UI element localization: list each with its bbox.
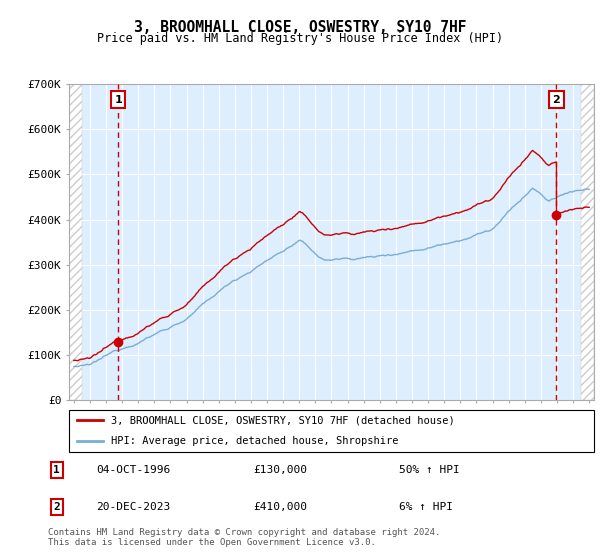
Text: £130,000: £130,000: [253, 465, 307, 475]
Text: Price paid vs. HM Land Registry's House Price Index (HPI): Price paid vs. HM Land Registry's House …: [97, 32, 503, 45]
Text: 50% ↑ HPI: 50% ↑ HPI: [399, 465, 460, 475]
Text: 6% ↑ HPI: 6% ↑ HPI: [399, 502, 453, 512]
Text: 3, BROOMHALL CLOSE, OSWESTRY, SY10 7HF: 3, BROOMHALL CLOSE, OSWESTRY, SY10 7HF: [134, 20, 466, 35]
Text: 04-OCT-1996: 04-OCT-1996: [97, 465, 171, 475]
Text: 2: 2: [53, 502, 60, 512]
Text: £410,000: £410,000: [253, 502, 307, 512]
Bar: [581, 84, 594, 400]
Text: 20-DEC-2023: 20-DEC-2023: [97, 502, 171, 512]
Text: 3, BROOMHALL CLOSE, OSWESTRY, SY10 7HF (detached house): 3, BROOMHALL CLOSE, OSWESTRY, SY10 7HF (…: [111, 416, 455, 426]
Bar: [69, 84, 82, 400]
FancyBboxPatch shape: [69, 410, 594, 452]
Text: 1: 1: [53, 465, 60, 475]
Text: 2: 2: [553, 95, 560, 105]
Text: HPI: Average price, detached house, Shropshire: HPI: Average price, detached house, Shro…: [111, 436, 398, 446]
Text: Contains HM Land Registry data © Crown copyright and database right 2024.
This d: Contains HM Land Registry data © Crown c…: [48, 528, 440, 547]
Text: 1: 1: [115, 95, 122, 105]
